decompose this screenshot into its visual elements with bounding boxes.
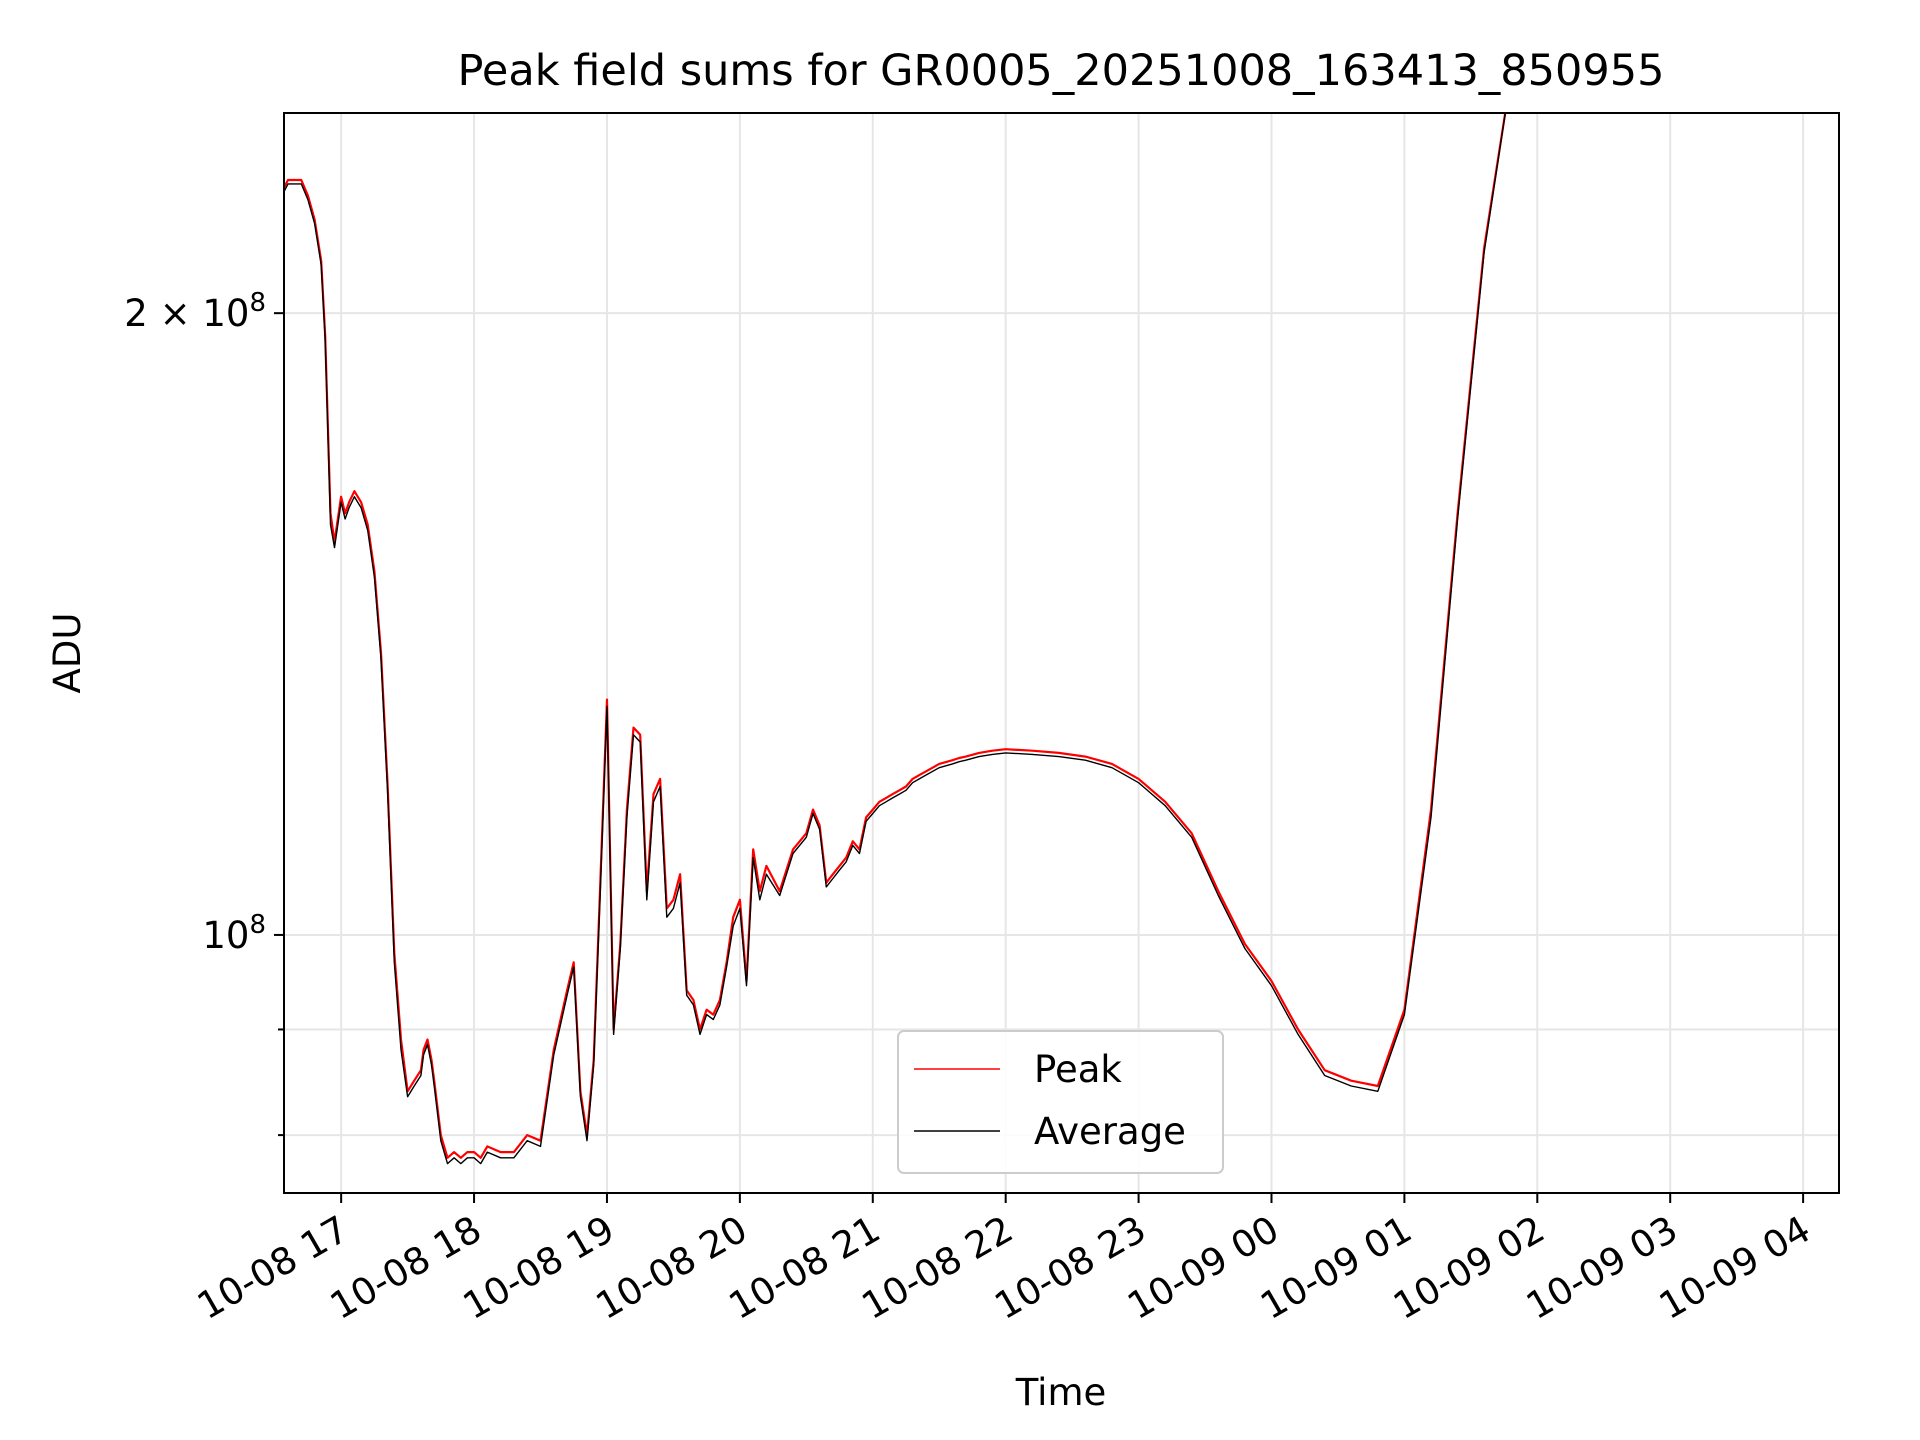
y-tick-exponent: 8 [249, 288, 266, 318]
legend-average-label: Average [1034, 1110, 1186, 1153]
grid [284, 113, 1839, 1193]
series-layer [284, 113, 1507, 1165]
plot-frame [283, 112, 1840, 1194]
y-axis-title: ADU [46, 613, 89, 694]
series-line-average [284, 113, 1507, 1165]
legend: Peak Average [897, 1030, 1224, 1174]
legend-box [897, 1030, 1224, 1174]
y-tick-label: 2 × 108 [124, 288, 266, 335]
chart-title: Peak field sums for GR0005_20251008_1634… [458, 46, 1665, 96]
x-axis-title: Time [1015, 1371, 1107, 1414]
legend-peak-label: Peak [1034, 1048, 1122, 1091]
y-tick-exponent: 8 [249, 910, 266, 940]
